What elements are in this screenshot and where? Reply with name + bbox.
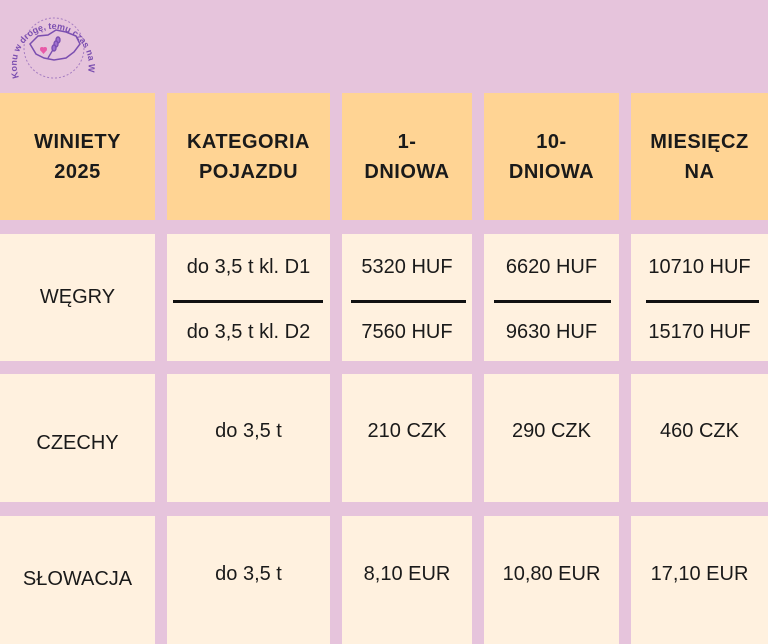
cell-category-czechy: do 3,5 t xyxy=(167,374,330,502)
divider-line xyxy=(494,300,611,303)
header-winiety: WINIETY 2025 xyxy=(0,93,155,220)
logo-text: Konu w drogę, temu czas na Węgry xyxy=(4,2,97,80)
cell-day10-czechy: 290 CZK xyxy=(484,374,619,502)
price-label: 17,10 EUR xyxy=(650,562,749,585)
divider-line xyxy=(646,300,759,303)
price-d2: 9630 HUF xyxy=(505,321,598,343)
price-label: 210 CZK xyxy=(367,419,447,442)
category-label: do 3,5 t xyxy=(215,419,282,442)
divider-line xyxy=(173,300,323,303)
cell-category-slowacja: do 3,5 t xyxy=(167,516,330,644)
svg-text:Konu w drogę, temu czas na Węg: Konu w drogę, temu czas na Węgry xyxy=(4,2,97,80)
cell-country-wegry: WĘGRY xyxy=(0,234,155,361)
header-1-dniowa: 1- DNIOWA xyxy=(342,93,472,220)
country-label: SŁOWACJA xyxy=(22,567,133,590)
category-d1: do 3,5 t kl. D1 xyxy=(186,256,311,278)
price-d1: 10710 HUF xyxy=(648,256,751,278)
category-d2: do 3,5 t kl. D2 xyxy=(186,321,311,343)
header-kategoria: KATEGORIA POJAZDU xyxy=(167,93,330,220)
country-label: WĘGRY xyxy=(39,286,116,308)
header-miesieczna: MIESIĘCZ NA xyxy=(631,93,768,220)
price-label: 290 CZK xyxy=(512,419,591,442)
price-d1: 5320 HUF xyxy=(361,256,453,278)
country-label: CZECHY xyxy=(36,431,119,454)
price-d2: 15170 HUF xyxy=(648,321,751,343)
cell-day10-slowacja: 10,80 EUR xyxy=(484,516,619,644)
category-label: do 3,5 t xyxy=(215,562,282,585)
cell-month-wegry: 10710 HUF 15170 HUF xyxy=(631,234,768,361)
price-label: 8,10 EUR xyxy=(363,562,451,585)
price-label: 460 CZK xyxy=(660,419,739,442)
brand-logo: Konu w drogę, temu czas na Węgry xyxy=(4,2,97,80)
lavender-icon xyxy=(47,36,61,59)
cell-country-czechy: CZECHY xyxy=(0,374,155,502)
cell-day10-wegry: 6620 HUF 9630 HUF xyxy=(484,234,619,361)
price-d2: 7560 HUF xyxy=(361,321,453,343)
cell-month-czechy: 460 CZK xyxy=(631,374,768,502)
cell-country-slowacja: SŁOWACJA xyxy=(0,516,155,644)
cell-month-slowacja: 17,10 EUR xyxy=(631,516,768,644)
header-10-dniowa: 10- DNIOWA xyxy=(484,93,619,220)
cell-category-wegry: do 3,5 t kl. D1 do 3,5 t kl. D2 xyxy=(167,234,330,361)
cell-day1-slowacja: 8,10 EUR xyxy=(342,516,472,644)
cell-day1-wegry: 5320 HUF 7560 HUF xyxy=(342,234,472,361)
price-label: 10,80 EUR xyxy=(502,562,601,585)
divider-line xyxy=(351,300,466,303)
price-d1: 6620 HUF xyxy=(505,256,598,278)
cell-day1-czechy: 210 CZK xyxy=(342,374,472,502)
heart-icon xyxy=(40,47,47,54)
hungary-map-icon xyxy=(29,29,81,61)
